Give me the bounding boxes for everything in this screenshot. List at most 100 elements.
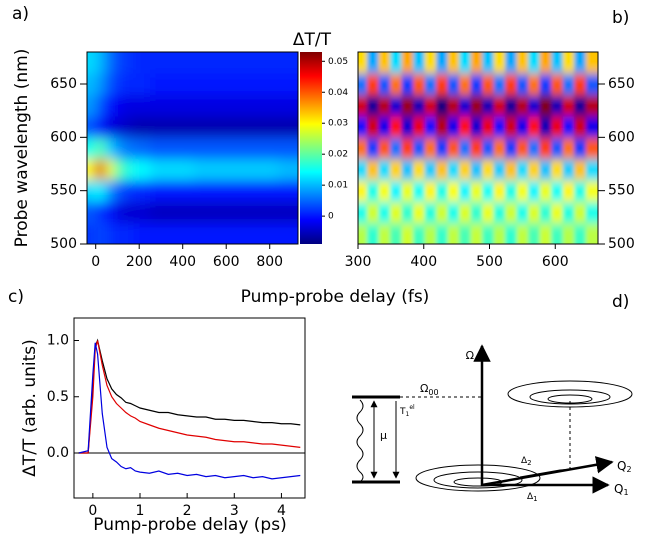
heatmap-cell [413,158,426,181]
heatmap-cell [87,222,97,244]
heatmap-cell [95,52,105,74]
heatmap-cell [505,180,518,202]
colorbar-title: ΔT/T [293,30,332,50]
heatmap-cell [367,222,380,244]
heatmap-cell [278,52,298,74]
heatmap-cell [193,116,216,138]
heatmap-cell [150,52,173,74]
heatmap-cell [574,94,587,117]
heatmap-cell [424,52,437,74]
x-tick-label: 600 [542,254,569,270]
colorbar-tick-label: 0.03 [328,119,348,129]
heatmap-cell [447,180,460,202]
heatmap-cell [215,52,238,74]
x-tick-label: 200 [126,254,153,270]
heatmap-cell [358,222,368,244]
heatmap-cell [171,116,195,138]
heatmap-cell [150,116,173,138]
heatmap-cell [413,137,426,160]
label-sup: el [409,404,415,411]
heatmap-cell [493,201,506,224]
heatmap-cell [358,94,368,117]
heatmap-cell [171,52,195,74]
heatmap-cell [358,52,368,74]
heatmap-cell [482,158,495,181]
heatmap-cell [215,94,238,117]
heatmap-cell [493,116,506,138]
heatmap-cell [367,73,380,96]
x-tick-label: 2 [183,503,192,519]
y-axis-title: Probe wavelength (nm) [12,49,32,248]
panel-label: a) [12,4,29,24]
heatmap-cell [447,116,460,138]
heatmap-cell [505,52,518,74]
heatmap-cell [113,94,124,117]
heatmap-cell [278,180,298,202]
heatmap-cell [459,158,472,181]
heatmap-cell [470,116,483,138]
heatmap-cell [516,137,529,160]
heatmap-cell [413,73,426,96]
heatmap-cell [436,116,449,138]
heatmap-cell [539,116,552,138]
heatmap-cell [113,73,124,96]
heatmap-cell [401,222,414,244]
heatmap-cell [215,73,238,96]
heatmap-cell [133,94,151,117]
label-base: T [399,407,406,417]
heatmap-cell [193,52,216,74]
heatmap-cell [258,180,279,202]
panel-label: d) [612,292,629,312]
heatmap-cell [278,137,298,160]
heatmap-cell [447,52,460,74]
panel-label: c) [8,287,24,307]
heatmap-cell [413,180,426,202]
heatmap-cell [378,116,391,138]
heatmap-cell [171,137,195,160]
x-tick-label: 400 [169,254,196,270]
heatmap-cell [258,201,279,224]
y-tick-label: 500 [608,236,635,252]
heatmap-cell [459,180,472,202]
heatmap-cell [237,116,260,138]
heatmap-cell [95,137,105,160]
heatmap-cell [171,73,195,96]
heatmap [358,52,598,244]
heatmap-cell [401,201,414,224]
heatmap-cell [258,137,279,160]
label: Δ2 [521,456,532,468]
heatmap-cell [585,137,598,160]
heatmap-cell [122,137,135,160]
label-base: Δ [527,492,534,502]
label-sub: 1 [406,411,410,418]
y-tick-label: 0.5 [47,389,69,405]
heatmap-cell [482,73,495,96]
heatmap-cell [505,137,518,160]
heatmap-cell [237,73,260,96]
heatmap-cell [516,180,529,202]
x-tick-label: 4 [277,503,286,519]
lines [78,338,301,480]
heatmap-cell [424,180,437,202]
heatmap-cell [95,201,105,224]
plot-frame [73,317,306,499]
heatmap-cell [574,52,587,74]
colorbar-tick-label: 0 [328,212,334,222]
heatmap-cell [585,180,598,202]
heatmap-cell [278,158,298,181]
axis-q2 [481,456,614,487]
heatmap-cell [193,222,216,244]
heatmap-cell [493,52,506,74]
y-tick-label: 1.0 [47,333,69,349]
label: Ω00 [420,382,439,397]
heatmap-cell [551,180,564,202]
colorbar-tick-label: 0.01 [328,181,348,191]
colorbar [300,52,322,244]
label-sub: 2 [626,465,631,474]
heatmap-cell [133,52,151,74]
heatmap-cell [447,158,460,181]
heatmap-cell [459,116,472,138]
heatmap-cell [237,201,260,224]
heatmap-cell [436,73,449,96]
